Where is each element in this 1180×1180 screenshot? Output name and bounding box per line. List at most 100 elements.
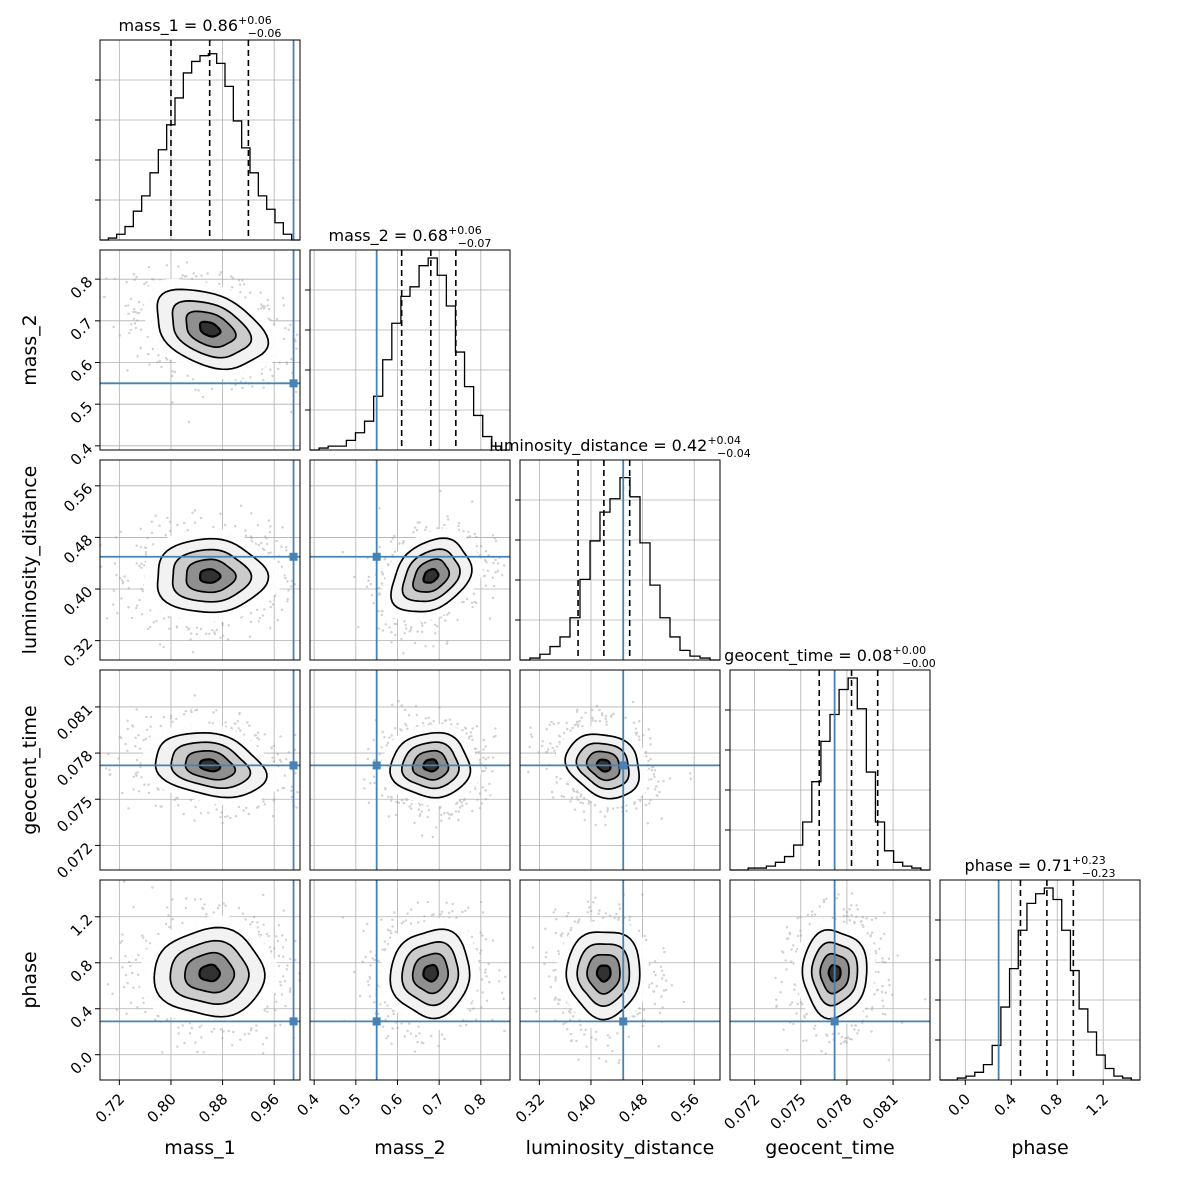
panel-frame (309, 669, 511, 871)
x-tick-label: 0.0 (945, 1090, 975, 1120)
histogram-geocent-time (730, 677, 930, 871)
truth-marker (619, 1017, 628, 1026)
x-tick-label: 0.075 (766, 1090, 809, 1133)
panel-frame (309, 249, 511, 451)
hist-panel-phase (935, 879, 1141, 1081)
panel-frame (519, 459, 721, 661)
truth-marker (372, 761, 381, 770)
panel-frame (99, 879, 301, 1081)
histogram-mass-1 (100, 53, 300, 241)
y-tick-label: 0.40 (60, 583, 96, 619)
pair-panel-mass-1-mass-2 (99, 249, 301, 451)
pair-panel-mass-2-luminosity-distance (309, 459, 511, 661)
hist-panel-luminosity-distance (515, 459, 721, 661)
contour-level-5 (198, 963, 221, 983)
hist-panel-mass-1 (95, 39, 301, 241)
y-axis-label-luminosity-distance: luminosity_distance (19, 466, 41, 655)
x-tick-label: 0.56 (667, 1090, 703, 1126)
x-tick-label: 0.072 (720, 1090, 763, 1133)
panel-frame (309, 459, 511, 661)
truth-marker (289, 1017, 298, 1026)
title-phase: phase = 0.71+0.23 −0.23 (965, 854, 1116, 880)
hist-panel-mass-2 (305, 249, 511, 451)
y-tick-label: 1.2 (67, 910, 97, 940)
truth-marker (619, 761, 628, 770)
panel-frame (519, 879, 721, 1081)
y-tick-label: 0.075 (53, 793, 96, 836)
y-axis-label-phase: phase (19, 951, 41, 1008)
truth-marker (372, 552, 381, 561)
x-tick-label: 0.6 (377, 1090, 407, 1120)
y-tick-label: 0.4 (67, 439, 97, 469)
panel-frame (939, 879, 1141, 1081)
contour-level-5 (595, 964, 612, 983)
truth-marker (830, 1017, 839, 1026)
panel-frame (309, 879, 511, 1081)
x-tick-label: 0.48 (615, 1090, 651, 1126)
truth-marker (289, 761, 298, 770)
y-tick-label: 0.081 (53, 701, 96, 744)
histogram-phase (940, 887, 1140, 1081)
title-mass-1: mass_1 = 0.86+0.06 −0.06 (119, 14, 282, 40)
y-tick-label: 0.48 (60, 531, 96, 567)
pair-panel-mass-2-phase (309, 879, 511, 1081)
pair-panel-luminosity-distance-geocent-time (519, 669, 721, 871)
y-tick-label: 0.32 (60, 634, 96, 670)
x-tick-label: 0.32 (512, 1090, 548, 1126)
pair-panel-mass-1-luminosity-distance (99, 459, 301, 661)
panel-frame (729, 669, 931, 871)
title-luminosity-distance: luminosity_distance = 0.42+0.04 −0.04 (489, 434, 751, 460)
y-axis-label-mass-2: mass_2 (19, 314, 41, 386)
y-tick-label: 0.072 (53, 839, 96, 882)
y-axis-label-geocent-time: geocent_time (19, 705, 41, 834)
x-tick-label: 0.40 (563, 1090, 599, 1126)
x-axis-label-phase: phase (1011, 1137, 1068, 1159)
panel-frame (99, 39, 301, 241)
x-axis-label-mass-2: mass_2 (374, 1137, 446, 1159)
y-tick-label: 0.56 (60, 479, 96, 515)
x-axis-label-mass-1: mass_1 (164, 1137, 236, 1159)
pair-panel-luminosity-distance-phase (519, 879, 721, 1081)
truth-marker (372, 1017, 381, 1026)
y-tick-label: 0.0 (67, 1048, 97, 1078)
x-tick-label: 0.80 (143, 1090, 179, 1126)
panel-frame (99, 249, 301, 451)
histogram-luminosity-distance (520, 476, 720, 661)
hist-panel-geocent-time (725, 669, 931, 871)
y-tick-label: 0.8 (67, 956, 97, 986)
y-tick-label: 0.5 (67, 398, 97, 428)
x-tick-label: 0.081 (859, 1090, 902, 1133)
y-tick-label: 0.8 (67, 273, 97, 303)
contour-level-5 (422, 567, 440, 584)
x-tick-label: 0.8 (460, 1090, 490, 1120)
x-tick-label: 0.72 (92, 1090, 128, 1126)
y-tick-label: 0.078 (53, 747, 96, 790)
panel-frame (99, 459, 301, 661)
pair-panel-mass-1-phase (99, 879, 301, 1081)
title-geocent-time: geocent_time = 0.08+0.00 −0.00 (724, 644, 936, 670)
x-axis-label-geocent-time: geocent_time (765, 1137, 894, 1159)
title-mass-2: mass_2 = 0.68+0.06 −0.07 (329, 224, 492, 250)
panel-frame (519, 669, 721, 871)
x-tick-label: 1.2 (1082, 1090, 1112, 1120)
y-tick-label: 0.7 (67, 314, 97, 344)
truth-marker (289, 379, 298, 388)
y-tick-label: 0.6 (67, 356, 97, 386)
pair-panel-mass-2-geocent-time (309, 669, 511, 871)
x-tick-label: 0.4 (990, 1090, 1020, 1120)
x-tick-label: 0.88 (195, 1090, 231, 1126)
contour-level-5 (199, 568, 222, 584)
x-axis-label-luminosity-distance: luminosity_distance (526, 1137, 715, 1159)
panel-frame (99, 669, 301, 871)
x-tick-label: 0.96 (247, 1090, 283, 1126)
contour-level-5 (198, 320, 222, 338)
x-tick-label: 0.4 (293, 1090, 323, 1120)
pair-panel-mass-1-geocent-time (99, 669, 301, 871)
y-tick-label: 0.4 (67, 1002, 97, 1032)
contour-level-5 (422, 963, 440, 983)
pair-panel-geocent-time-phase (729, 879, 931, 1081)
x-tick-label: 0.7 (418, 1090, 448, 1120)
x-tick-label: 0.078 (813, 1090, 856, 1133)
truth-marker (289, 552, 298, 561)
